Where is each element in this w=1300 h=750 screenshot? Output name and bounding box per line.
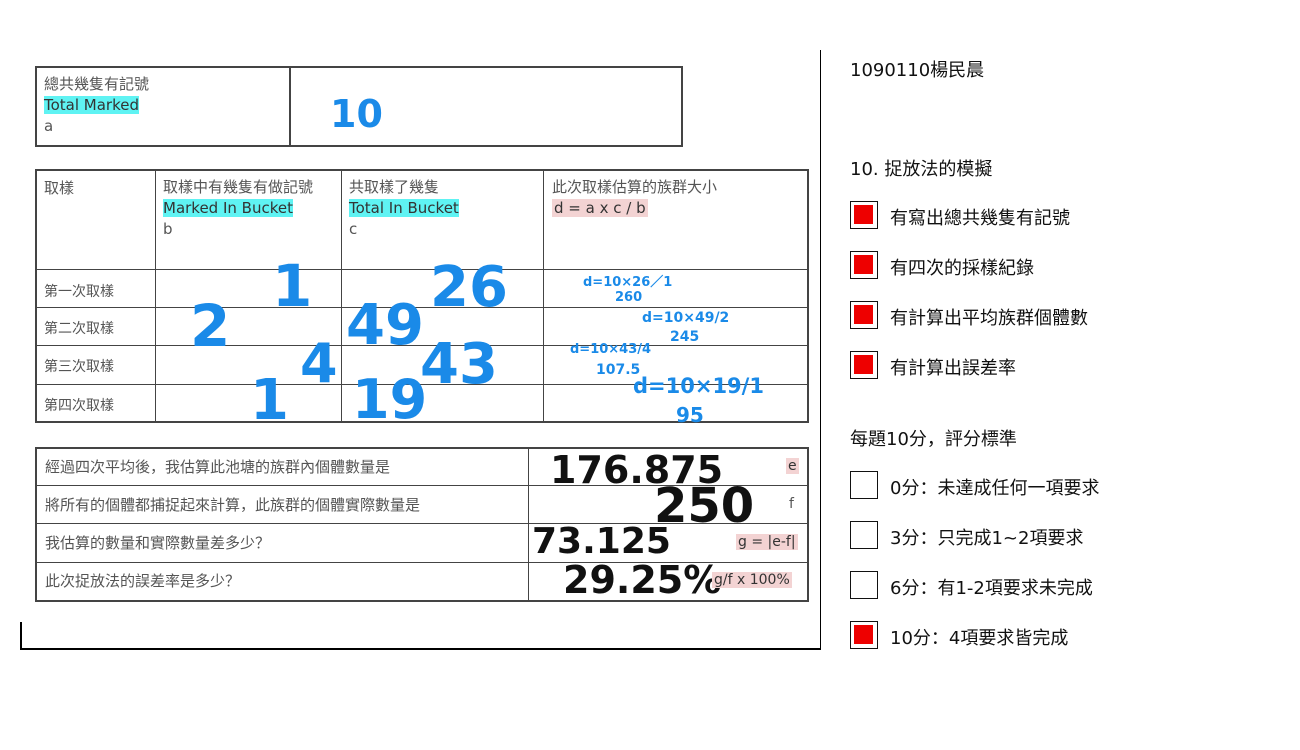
student-id-name: 1090110楊民晨 <box>850 60 985 81</box>
header-marked-en: Marked In Bucket <box>163 199 293 217</box>
total-marked-divider <box>289 66 291 147</box>
header-marked-symbol: b <box>163 220 173 238</box>
row4-result: 95 <box>676 403 704 427</box>
summary-tag: g = |e-f| <box>736 534 798 550</box>
total-marked-label-en: Total Marked <box>44 96 140 114</box>
col-line <box>155 169 156 423</box>
difference-answer: 73.125 <box>532 521 671 562</box>
header-marked-zh: 取樣中有幾隻有做記號 <box>163 178 314 196</box>
row2-total: 49 <box>346 293 424 358</box>
row3-result: 107.5 <box>596 362 641 378</box>
error-rate-answer: 29.25% <box>563 558 722 602</box>
total-marked-label: 總共幾隻有記號 Total Marked a <box>44 74 149 137</box>
average-answer: 176.875 <box>550 448 724 492</box>
criterion-checkbox[interactable] <box>850 201 878 229</box>
total-marked-label-zh: 總共幾隻有記號 <box>44 75 150 93</box>
row-line <box>35 345 809 346</box>
header-total-en: Total In Bucket <box>349 199 459 217</box>
question-title: 10. 捉放法的模擬 <box>850 159 993 180</box>
sampling-table <box>35 169 809 423</box>
summary-tag: f <box>789 496 794 512</box>
total-marked-table <box>35 66 683 147</box>
header-estimate-zh: 此次取樣估算的族群大小 <box>552 178 718 196</box>
score-checkbox[interactable] <box>850 621 878 649</box>
summary-divider <box>528 447 529 602</box>
summary-question: 我估算的數量和實際數量差多少？ <box>45 534 271 552</box>
criterion-checkbox[interactable] <box>850 251 878 279</box>
header-estimate: 此次取樣估算的族群大小 d = a x c / b <box>552 177 717 219</box>
scoring-title: 每題10分，評分標準 <box>850 429 1017 450</box>
header-total-zh: 共取樣了幾隻 <box>349 178 440 196</box>
divider-line <box>820 50 821 650</box>
summary-row-line <box>35 523 809 524</box>
row-line <box>35 307 809 308</box>
frame-left-edge <box>20 622 22 650</box>
header-sample: 取樣 <box>44 179 75 197</box>
col-line <box>543 169 544 423</box>
score-label: 10分：4項要求皆完成 <box>890 628 1069 649</box>
summary-tag: g/f x 100% <box>712 572 792 588</box>
summary-row-line <box>35 485 809 486</box>
col-line <box>341 169 342 423</box>
actual-answer: 250 <box>654 478 755 534</box>
summary-table <box>35 447 809 602</box>
score-label: 3分：只完成1~2項要求 <box>890 528 1084 549</box>
row4-marked: 1 <box>250 368 289 433</box>
criterion-label: 有計算出誤差率 <box>890 358 1016 379</box>
summary-question: 此次捉放法的誤差率是多少？ <box>45 572 241 590</box>
header-estimate-formula: d = a x c / b <box>552 199 648 217</box>
row3-total: 43 <box>420 332 498 397</box>
row-line <box>35 384 809 385</box>
total-marked-value: 10 <box>330 92 383 136</box>
score-checkbox[interactable] <box>850 521 878 549</box>
header-total-symbol: c <box>349 220 358 238</box>
row1-result: 260 <box>615 290 643 305</box>
row4-total: 19 <box>352 368 428 431</box>
row1-calc: d=10×26／1 <box>583 275 673 290</box>
criterion-checkbox[interactable] <box>850 301 878 329</box>
frame-bottom-edge <box>20 648 820 650</box>
row-label: 第三次取樣 <box>44 359 114 375</box>
row1-marked: 1 <box>272 252 313 320</box>
row-label: 第二次取樣 <box>44 321 114 337</box>
summary-row-line <box>35 562 809 563</box>
criterion-checkbox[interactable] <box>850 351 878 379</box>
score-label: 6分：有1-2項要求未完成 <box>890 578 1093 599</box>
row3-calc: d=10×43/4 <box>570 342 652 357</box>
criterion-label: 有寫出總共幾隻有記號 <box>890 208 1070 229</box>
summary-question: 經過四次平均後，我估算此池塘的族群內個體數量是 <box>45 458 391 476</box>
score-label: 0分：未達成任何一項要求 <box>890 478 1100 499</box>
total-marked-symbol: a <box>44 117 54 135</box>
summary-question: 將所有的個體都捕捉起來計算，此族群的個體實際數量是 <box>45 496 421 514</box>
score-checkbox[interactable] <box>850 571 878 599</box>
header-marked: 取樣中有幾隻有做記號 Marked In Bucket b <box>163 177 335 240</box>
header-total: 共取樣了幾隻 Total In Bucket c <box>349 177 459 240</box>
row2-result: 245 <box>670 329 700 345</box>
row3-marked: 4 <box>300 332 338 395</box>
row1-total: 26 <box>430 255 508 320</box>
row-label: 第四次取樣 <box>44 398 114 414</box>
row2-marked: 2 <box>190 292 231 360</box>
criterion-label: 有計算出平均族群個體數 <box>890 308 1088 329</box>
row-label: 第一次取樣 <box>44 284 114 300</box>
score-checkbox[interactable] <box>850 471 878 499</box>
row2-calc: d=10×49/2 <box>642 310 730 326</box>
row-line <box>35 269 809 270</box>
summary-tag: e <box>786 458 799 474</box>
criterion-label: 有四次的採樣紀錄 <box>890 258 1034 279</box>
row4-calc: d=10×19/1 <box>633 374 764 398</box>
